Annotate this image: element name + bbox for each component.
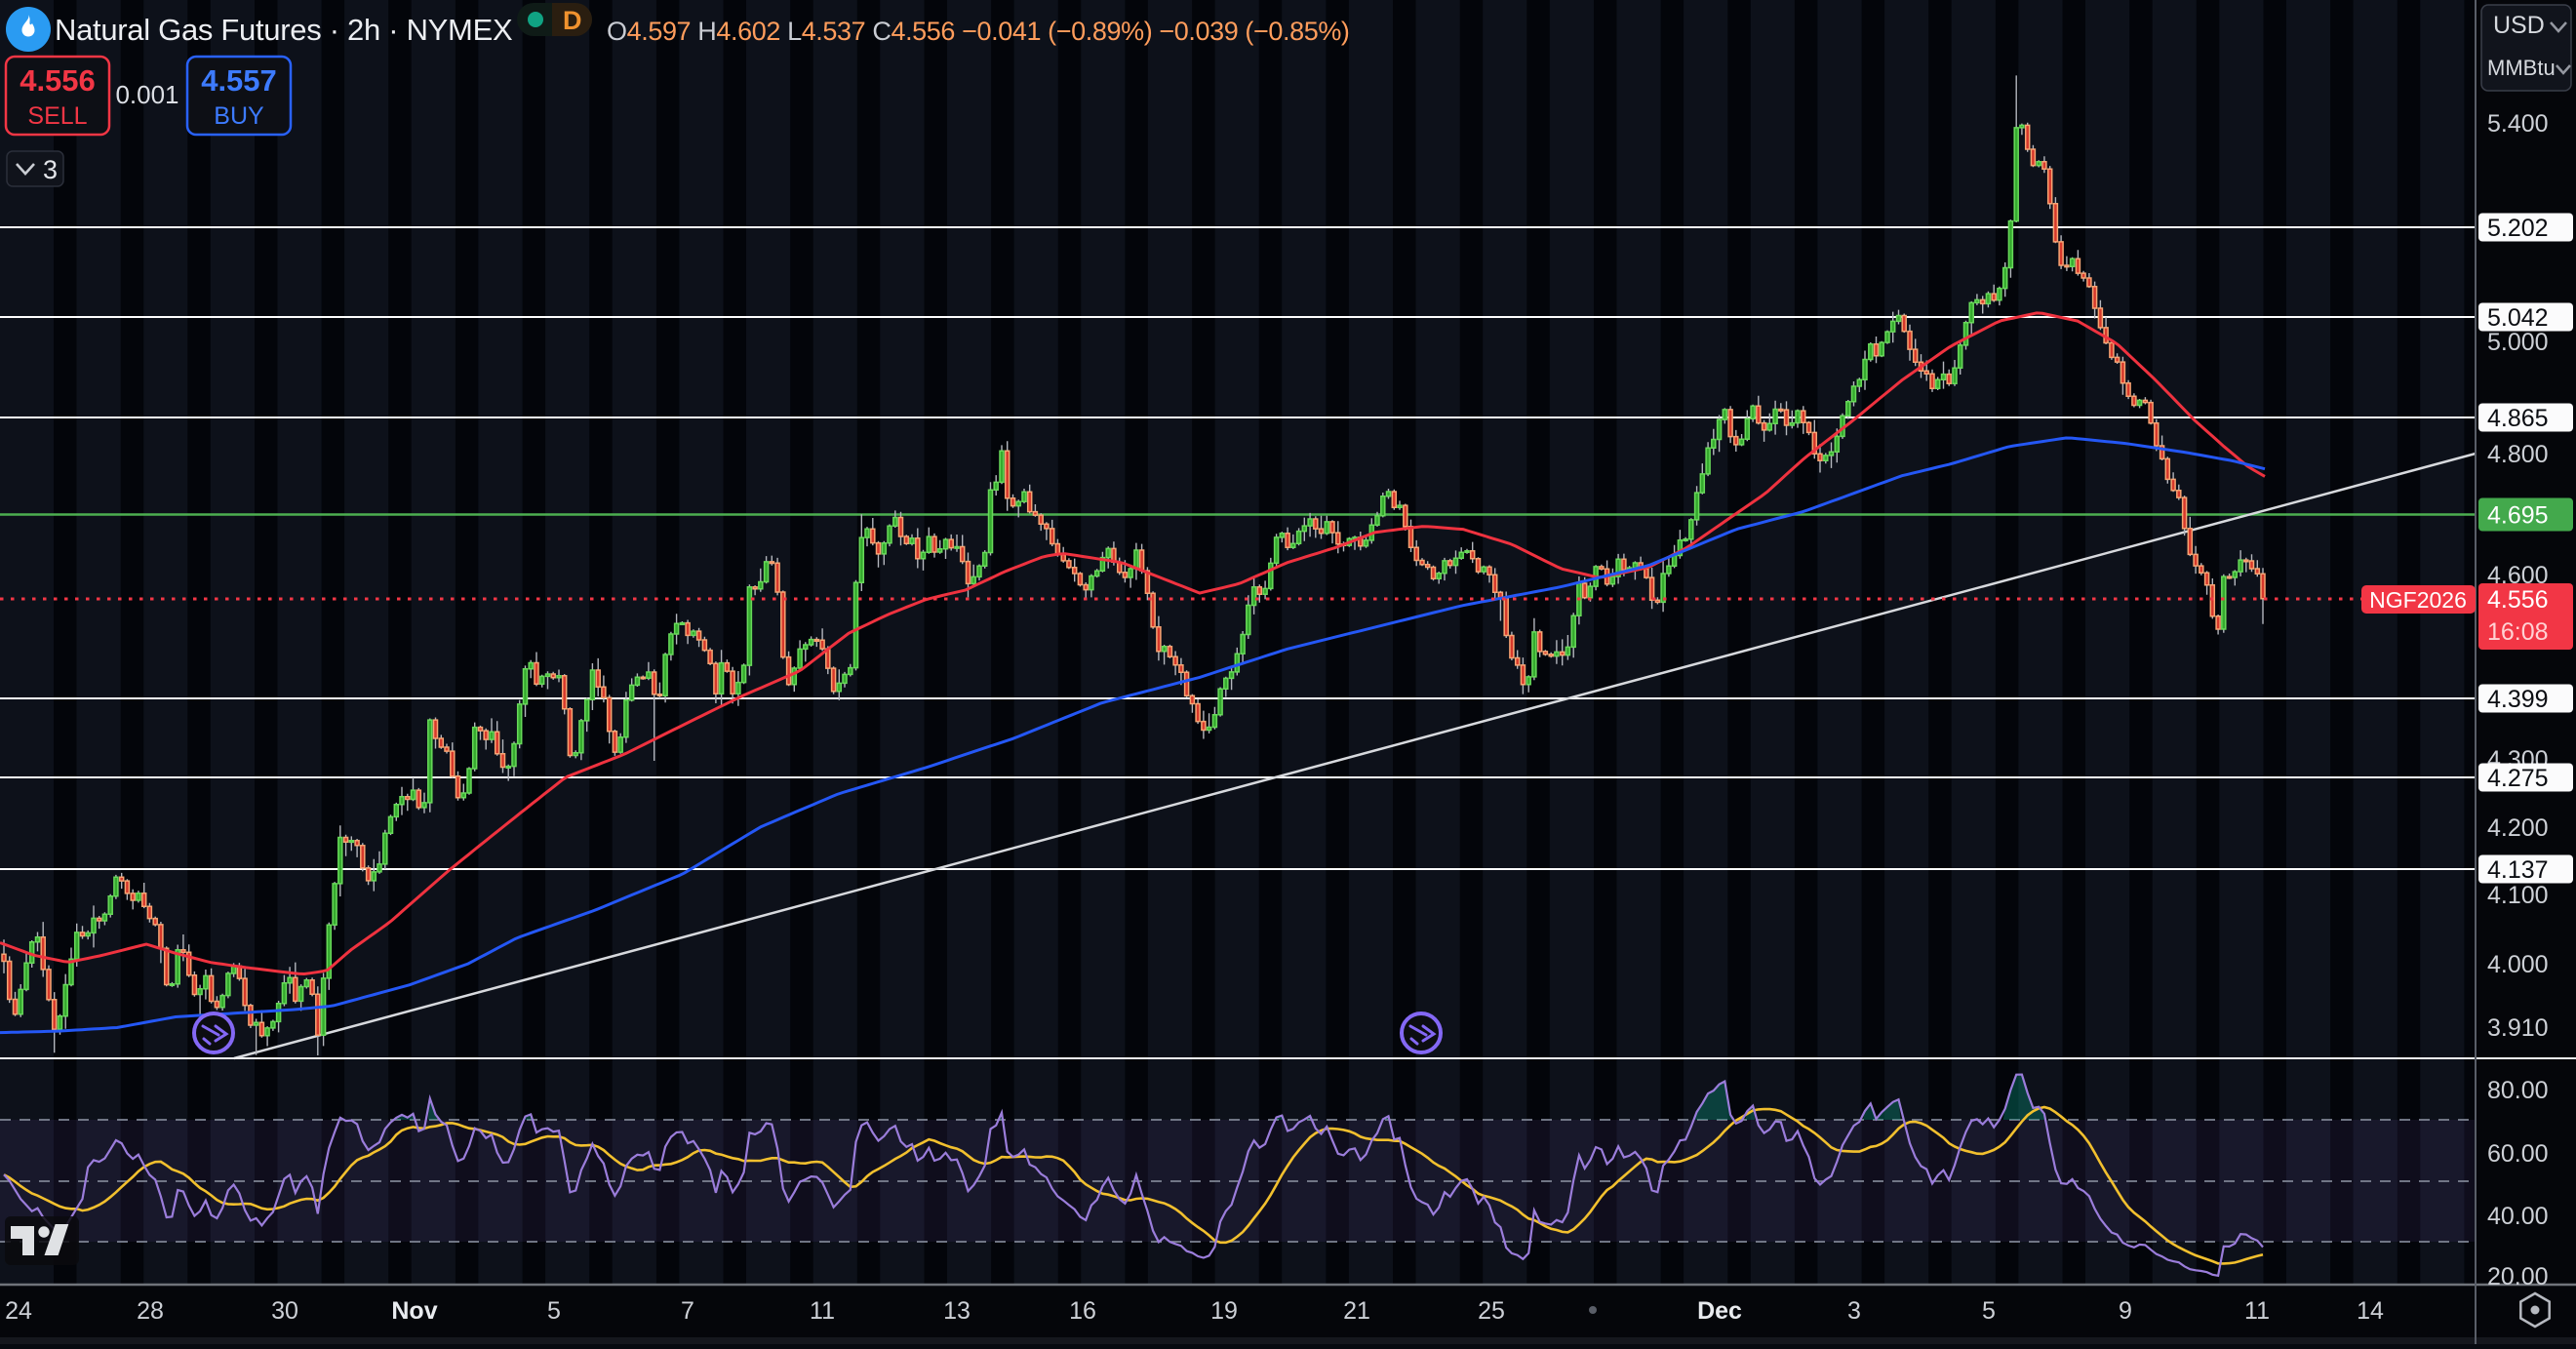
- svg-text:Nov: Nov: [391, 1297, 437, 1325]
- svg-text:7: 7: [681, 1297, 694, 1325]
- svg-text:NGF2026: NGF2026: [2369, 587, 2467, 613]
- svg-text:11: 11: [2244, 1297, 2270, 1325]
- svg-text:30: 30: [271, 1297, 298, 1325]
- svg-text:14: 14: [2357, 1297, 2384, 1325]
- svg-text:5: 5: [1982, 1297, 1996, 1325]
- svg-text:4.800: 4.800: [2487, 441, 2549, 468]
- svg-text:Natural Gas Futures · 2h · NYM: Natural Gas Futures · 2h · NYMEX: [55, 13, 513, 47]
- svg-text:16: 16: [1069, 1297, 1096, 1325]
- svg-text:20.00: 20.00: [2487, 1263, 2549, 1290]
- svg-text:MMBtu: MMBtu: [2487, 56, 2556, 80]
- svg-text:4.556: 4.556: [20, 63, 96, 98]
- svg-text:40.00: 40.00: [2487, 1203, 2549, 1230]
- svg-text:60.00: 60.00: [2487, 1140, 2549, 1168]
- svg-text:4.200: 4.200: [2487, 814, 2549, 842]
- svg-text:4.137: 4.137: [2487, 856, 2549, 884]
- svg-text:4.695: 4.695: [2487, 502, 2549, 530]
- svg-text:9: 9: [2119, 1297, 2132, 1325]
- svg-text:USD: USD: [2493, 12, 2545, 39]
- svg-text:4.000: 4.000: [2487, 951, 2549, 978]
- svg-text:24: 24: [5, 1297, 32, 1325]
- svg-text:5.400: 5.400: [2487, 110, 2549, 138]
- svg-text:4.399: 4.399: [2487, 686, 2549, 713]
- svg-text:3: 3: [1847, 1297, 1861, 1325]
- svg-text:4.100: 4.100: [2487, 882, 2549, 909]
- svg-text:Dec: Dec: [1697, 1297, 1742, 1325]
- svg-text:5: 5: [547, 1297, 561, 1325]
- svg-text:4.556: 4.556: [2487, 586, 2549, 614]
- svg-text:4.275: 4.275: [2487, 765, 2549, 792]
- svg-text:11: 11: [810, 1297, 835, 1325]
- svg-text:21: 21: [1343, 1297, 1370, 1325]
- svg-text:5.202: 5.202: [2487, 215, 2549, 242]
- svg-text:5.000: 5.000: [2487, 329, 2549, 356]
- svg-text:5.042: 5.042: [2487, 304, 2549, 332]
- svg-text:19: 19: [1210, 1297, 1238, 1325]
- svg-text:80.00: 80.00: [2487, 1077, 2549, 1104]
- svg-text:4.865: 4.865: [2487, 405, 2549, 432]
- svg-text:3.910: 3.910: [2487, 1014, 2549, 1042]
- svg-text:0.001: 0.001: [115, 80, 178, 109]
- svg-text:SELL: SELL: [27, 102, 87, 130]
- svg-text:BUY: BUY: [214, 102, 264, 130]
- svg-text:28: 28: [137, 1297, 164, 1325]
- svg-text:O4.597 H4.602 L4.537 C4.556 −0: O4.597 H4.602 L4.537 C4.556 −0.041 (−0.8…: [607, 17, 1350, 46]
- svg-text:13: 13: [943, 1297, 971, 1325]
- svg-text:25: 25: [1478, 1297, 1505, 1325]
- svg-text:16:08: 16:08: [2487, 618, 2549, 646]
- svg-text:4.557: 4.557: [201, 63, 277, 98]
- svg-text:D: D: [563, 6, 582, 35]
- svg-text:3: 3: [43, 155, 58, 184]
